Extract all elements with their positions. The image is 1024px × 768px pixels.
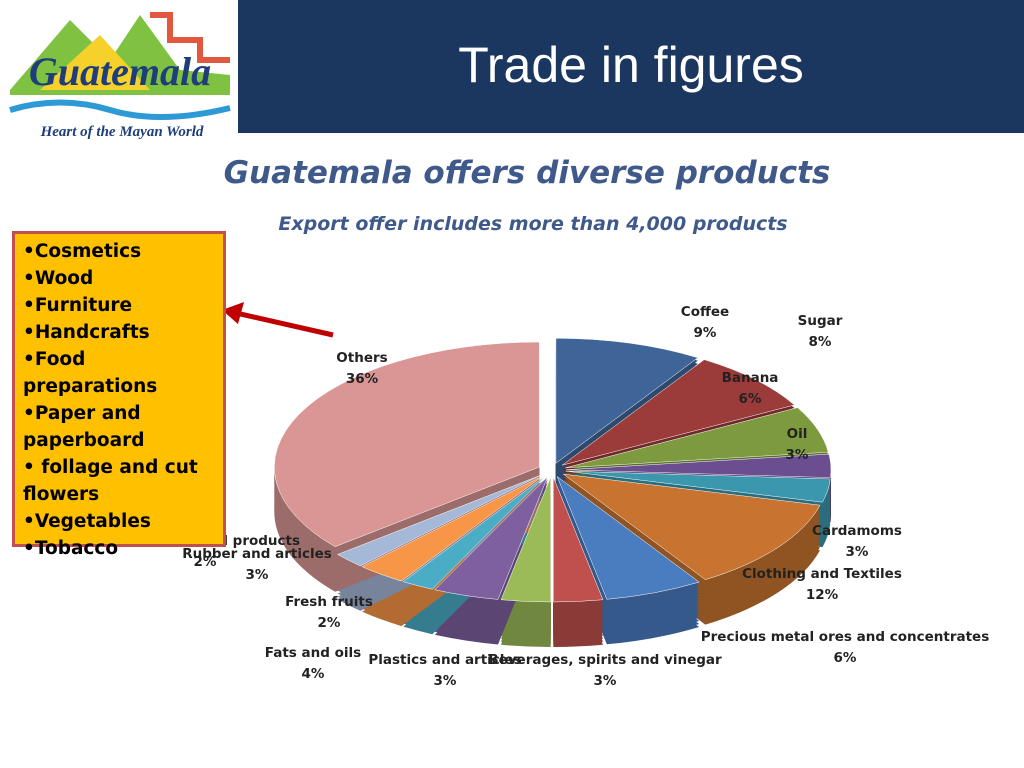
data-label-name: Banana [722,370,779,386]
data-label-value: 8% [809,334,832,350]
subtitle: Guatemala offers diverse products [223,155,831,191]
data-label-value: 3% [246,567,269,583]
data-label-value: 3% [846,544,869,560]
arrow-head [222,302,244,324]
bullet: •Food preparations [23,349,158,397]
data-label-value: 6% [739,391,762,407]
bullet: • follage and cut flowers [23,457,198,505]
logo-tagline: Heart of the Mayan World [40,124,204,140]
note: Export offer includes more than 4,000 pr… [278,213,788,235]
data-label-name: Beverages, spirits and vinegar [488,652,722,668]
data-label-name: Rubber and articles [182,546,332,562]
data-label-name: Clothing and Textiles [742,566,902,582]
logo: Guatemala Heart of the Mayan World [9,12,231,140]
data-label-value: 3% [786,447,809,463]
data-label-name: Cardamoms [812,523,902,539]
data-label-name: Plastics and articles [368,652,521,668]
bullet: •Furniture [23,295,133,316]
logo-wave [9,99,231,120]
data-label-value: 12% [806,587,839,603]
data-label-name: Fresh fruits [285,594,373,610]
slice [565,470,831,503]
slice [565,407,829,469]
data-label-name: Fats and oils [265,645,361,661]
logo-stairs [150,12,230,63]
slice [553,476,604,603]
slice [361,475,544,582]
slice [402,475,546,590]
arrow-shaft [235,310,334,338]
bullet: •Vegetables [23,511,151,532]
slice [434,476,548,600]
bullet-box: •Cosmetics •Wood •Furniture •Handcrafts •Foo… [12,231,226,559]
slice [565,453,832,478]
data-label-value: 3% [434,673,457,689]
slice [562,473,821,580]
bullet: •Wood [23,268,94,289]
logo-text: Guatemala [29,49,211,94]
bullet: •Handcrafts [23,322,150,343]
data-label-name: Precious metal ores and concentrates [701,629,990,645]
slice [556,475,700,600]
header-bar [238,0,1024,133]
logo-sun [40,35,150,90]
data-label-name: Others [336,350,387,366]
data-label-name: Coffee [681,304,729,320]
slice [555,338,699,464]
title: Trade in figures [458,37,804,93]
data-label-value: 6% [834,650,857,666]
data-label-value: 4% [302,666,325,682]
data-label-name: Oil [787,426,808,442]
data-label-value: 3% [594,673,617,689]
slice [337,474,542,567]
bullet: •Cosmetics [23,241,142,262]
slice [500,476,551,603]
data-label-value: 36% [346,371,379,387]
data-label-value: 9% [694,325,717,341]
slice [562,359,795,466]
bullet: •Tobacco [23,538,119,559]
data-label-value: 2% [318,615,341,631]
pie-tops [274,338,832,603]
bullet: •Paper and paperboard [23,403,145,451]
data-label-name: Sugar [798,313,843,329]
data-label-value: 2% [194,554,217,570]
slice [274,341,540,547]
